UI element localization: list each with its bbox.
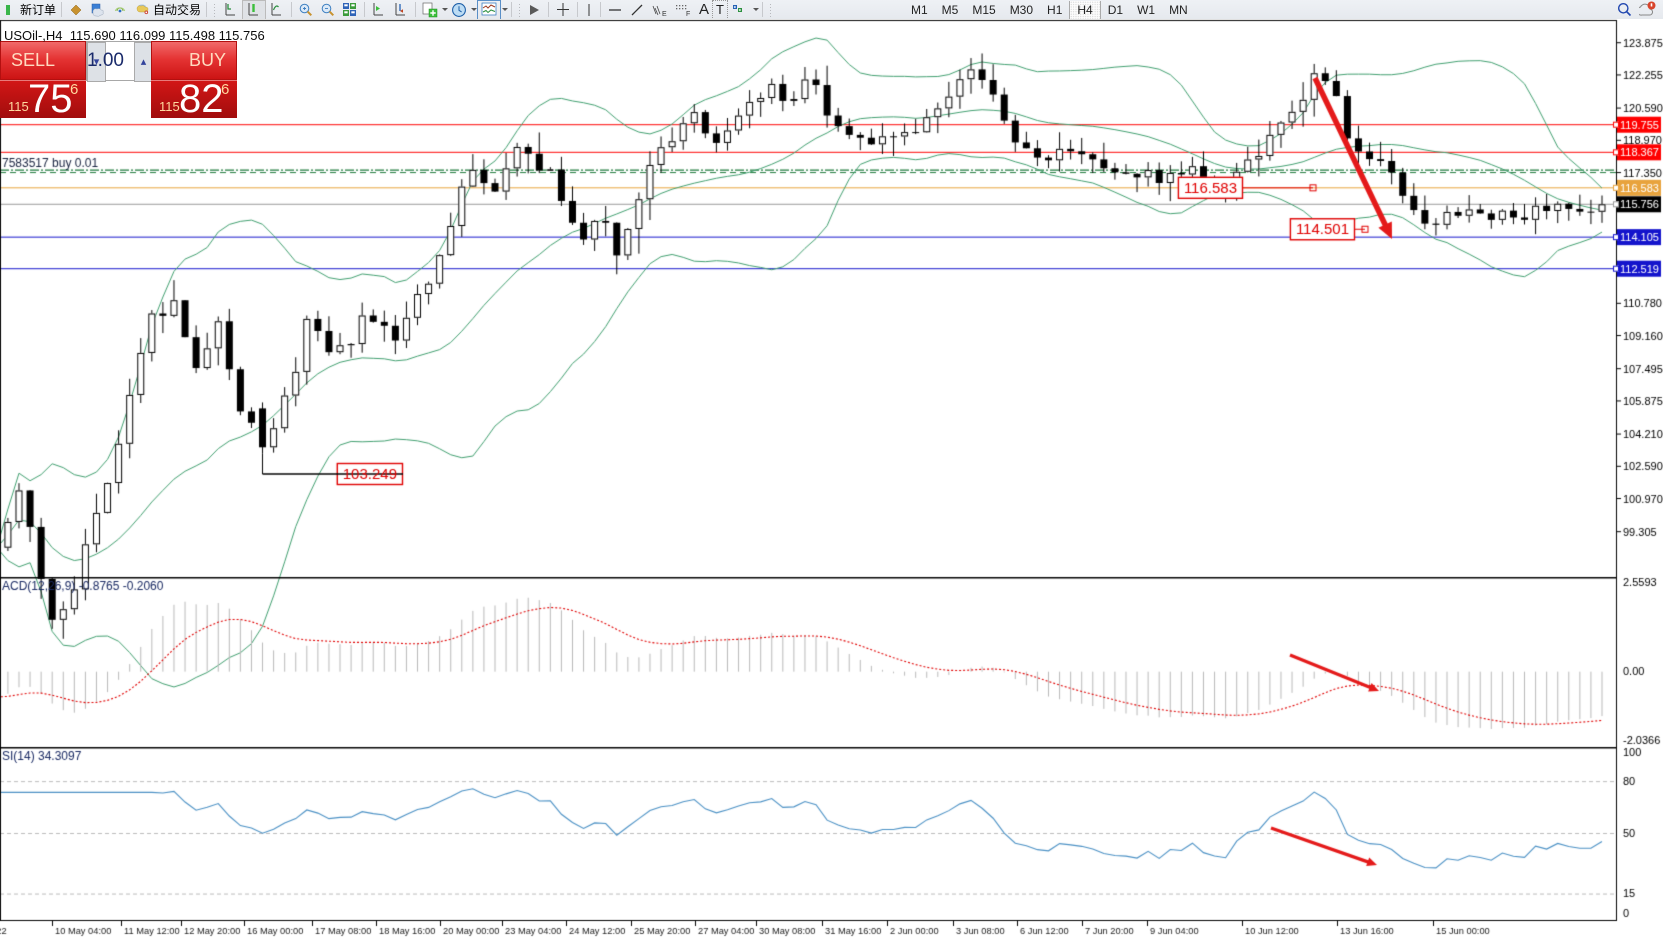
svg-text:F: F bbox=[686, 11, 690, 17]
svg-text:E: E bbox=[662, 11, 667, 17]
